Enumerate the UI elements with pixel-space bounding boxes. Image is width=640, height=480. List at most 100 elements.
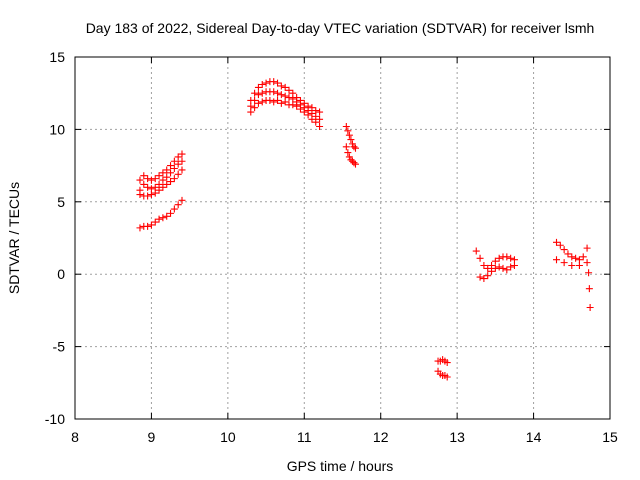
data-point — [443, 359, 451, 367]
data-point — [170, 157, 178, 165]
data-point — [484, 272, 492, 280]
data-point — [254, 99, 262, 107]
series-seg-5b — [476, 262, 518, 283]
data-point — [491, 257, 499, 265]
series-seg-6 — [553, 238, 591, 270]
data-point — [507, 263, 515, 271]
data-point — [344, 127, 352, 135]
data-point — [277, 82, 285, 90]
x-tick-label: 13 — [449, 429, 465, 445]
data-point — [348, 157, 356, 165]
data-point — [575, 262, 583, 270]
data-point — [136, 186, 144, 194]
chart-title: Day 183 of 2022, Sidereal Day-to-day VTE… — [86, 20, 595, 36]
data-point — [350, 143, 358, 151]
data-point — [147, 221, 155, 229]
data-point — [144, 183, 152, 191]
data-point — [347, 136, 355, 144]
data-point — [247, 102, 255, 110]
data-point — [144, 222, 152, 230]
data-point — [347, 156, 355, 164]
data-point — [348, 140, 356, 148]
data-point — [144, 192, 152, 200]
data-point — [140, 180, 148, 188]
data-point — [174, 170, 182, 178]
data-point — [480, 262, 488, 270]
data-point — [167, 162, 175, 170]
data-point — [274, 96, 282, 104]
y-axis-label: SDTVAR / TECUs — [6, 182, 22, 294]
y-tick-label: -5 — [53, 339, 66, 355]
data-point — [476, 273, 484, 281]
y-tick-label: 0 — [57, 266, 65, 282]
data-point — [174, 201, 182, 209]
data-point — [583, 244, 591, 252]
data-point — [147, 176, 155, 184]
data-point — [507, 254, 515, 262]
data-point — [472, 247, 480, 255]
data-point — [344, 149, 352, 157]
data-point — [155, 180, 163, 188]
data-point — [488, 267, 496, 275]
data-point — [258, 81, 266, 89]
data-point — [144, 175, 152, 183]
data-point — [136, 224, 144, 232]
data-point — [174, 160, 182, 168]
data-point — [342, 123, 350, 131]
data-point — [167, 209, 175, 217]
data-point — [258, 89, 266, 97]
series-seg-7 — [585, 269, 594, 312]
series-seg-1a — [136, 196, 186, 232]
data-point — [178, 196, 186, 204]
data-point — [163, 180, 171, 188]
data-point — [351, 160, 359, 168]
data-point — [553, 256, 560, 264]
series-seg-3 — [342, 123, 359, 168]
data-point — [159, 176, 167, 184]
data-point — [277, 91, 285, 99]
data-point — [316, 108, 324, 116]
x-tick-label: 12 — [373, 429, 389, 445]
axis-ticks: 8 9 10 11 12 13 14 15 -10 -5 0 5 10 15 — [45, 49, 618, 445]
data-point — [556, 241, 564, 249]
data-point — [151, 183, 159, 191]
data-point — [564, 250, 572, 258]
data-point — [345, 153, 353, 161]
data-point — [351, 144, 359, 152]
data-point — [270, 78, 278, 86]
data-point — [254, 83, 262, 91]
data-point — [147, 185, 155, 193]
data-point — [277, 99, 285, 107]
data-point — [151, 218, 159, 226]
data-point — [300, 104, 308, 112]
y-tick-label: -10 — [45, 411, 65, 427]
data-point — [296, 101, 304, 109]
data-point — [342, 143, 350, 151]
data-point — [270, 98, 278, 106]
data-point — [136, 176, 144, 184]
x-tick-label: 11 — [297, 429, 312, 445]
data-point — [316, 123, 324, 131]
data-point — [510, 262, 518, 270]
data-point — [495, 254, 503, 262]
data-point — [491, 264, 499, 272]
x-tick-label: 9 — [148, 429, 156, 445]
series-seg-1d — [136, 157, 186, 194]
series-seg-1b — [136, 166, 186, 200]
series-seg-1c — [136, 150, 186, 184]
data-point — [167, 178, 175, 186]
data-point — [484, 264, 492, 272]
data-point — [163, 173, 171, 181]
data-point — [568, 253, 576, 261]
grid — [75, 57, 610, 419]
data-point — [568, 262, 576, 270]
data-point — [178, 157, 186, 165]
data-point — [281, 83, 289, 91]
data-point — [163, 212, 171, 220]
data-point — [155, 172, 163, 180]
data-point — [480, 275, 488, 283]
data-points — [136, 78, 594, 381]
series-seg-2c — [247, 88, 324, 123]
data-point — [159, 169, 167, 177]
data-point — [178, 166, 186, 174]
